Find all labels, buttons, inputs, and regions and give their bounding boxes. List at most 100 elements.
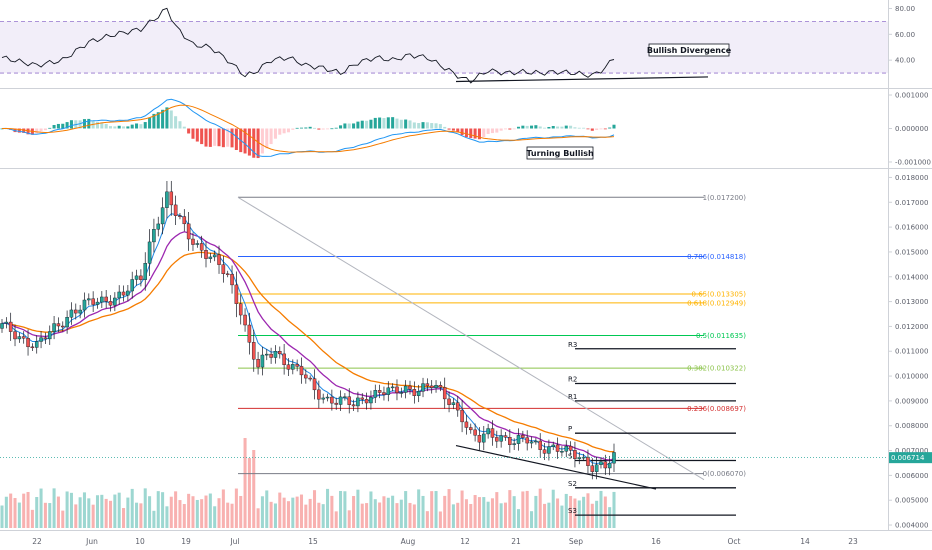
- volume-bar: [282, 497, 286, 528]
- macd-histogram-bar: [564, 125, 568, 129]
- candle-body: [438, 385, 443, 388]
- macd-histogram-bar: [78, 120, 82, 129]
- candle-body: [165, 191, 169, 208]
- candle-body: [330, 396, 334, 404]
- macd-histogram-bar: [490, 128, 494, 134]
- price-tick-label: 0.010000: [895, 373, 928, 381]
- volume-bar: [291, 497, 295, 528]
- candle-body: [117, 291, 121, 299]
- candle-body: [26, 338, 30, 348]
- fib-level-label: 0.5(0.011635): [696, 332, 746, 340]
- candle-body: [473, 429, 477, 436]
- macd-histogram-bar: [378, 117, 382, 129]
- candle-body: [512, 443, 516, 445]
- time-tick-label: Jul: [229, 537, 239, 546]
- candle-body: [408, 385, 412, 390]
- macd-histogram-bar: [200, 128, 204, 145]
- macd-histogram-bar: [122, 126, 126, 129]
- macd-histogram-bar: [217, 128, 221, 147]
- price-pane: 1(0.017200) 0.786(0.014818) 0.65(0.013305)…: [0, 174, 932, 530]
- macd-histogram-bar: [234, 128, 238, 150]
- macd-histogram-bar: [243, 128, 247, 154]
- macd-histogram-bar: [308, 126, 312, 129]
- candle-body: [100, 296, 104, 303]
- macd-histogram-bar: [486, 128, 490, 134]
- fib-level-label: 0(0.006070): [703, 470, 747, 478]
- candle-body: [434, 385, 438, 388]
- candle-body: [369, 397, 373, 404]
- candle-body: [586, 456, 590, 466]
- volume-bar: [508, 490, 512, 528]
- volume-bar: [512, 496, 516, 528]
- volume-bar: [577, 500, 581, 528]
- candle-body: [208, 256, 213, 259]
- macd-histogram-bar: [347, 123, 351, 129]
- macd-histogram-bar: [460, 128, 464, 136]
- volume-bar: [9, 493, 13, 528]
- macd-pane: Turning Bullish 0.001000 0.000000 -0.00100…: [0, 92, 931, 166]
- candle-body: [382, 392, 386, 395]
- candle-body: [560, 451, 564, 453]
- macd-histogram-bar: [543, 127, 547, 129]
- volume-bar: [208, 493, 212, 528]
- macd-histogram-bar: [365, 120, 369, 129]
- volume-bar: [312, 490, 317, 528]
- macd-histogram-bar: [104, 123, 108, 129]
- candle-body: [542, 449, 547, 454]
- candle-body: [17, 336, 22, 340]
- macd-histogram-bar: [586, 128, 590, 130]
- candle-body: [412, 389, 417, 396]
- price-tick-label: 0.006000: [895, 472, 928, 480]
- candle-body: [191, 238, 195, 245]
- falling-channel-line: [455, 444, 657, 490]
- volume-bar: [343, 491, 347, 528]
- rsi-band: [0, 21, 888, 74]
- pivot-levels: R3 R2 R1 P S1 S2 S3: [568, 341, 736, 516]
- candle-body: [260, 354, 265, 368]
- last-price-tag: 0.006714: [889, 452, 932, 464]
- volume-bar: [447, 489, 451, 528]
- macd-histogram-bar: [17, 128, 21, 133]
- price-tick-label: 0.016000: [895, 224, 928, 232]
- macd-histogram-bar: [569, 125, 573, 129]
- candle-body: [87, 298, 91, 301]
- volume-bar: [165, 506, 169, 528]
- candle-body: [482, 433, 486, 443]
- price-tick-label: 0.004000: [895, 522, 928, 530]
- macd-histogram: [0, 107, 616, 159]
- macd-histogram-bar: [382, 117, 386, 129]
- volume-bar: [143, 488, 147, 528]
- last-price-tag-box: [889, 452, 932, 464]
- macd-histogram-bar: [152, 113, 156, 129]
- volume-bar: [195, 499, 199, 528]
- macd-histogram-bar: [360, 120, 364, 129]
- volume-bar: [391, 495, 395, 528]
- volume-bar: [582, 496, 586, 528]
- volume-bar: [91, 504, 95, 528]
- candle-body: [447, 398, 451, 405]
- macd-histogram-bar: [182, 126, 186, 129]
- volume-bar: [256, 508, 260, 528]
- volume-bar: [495, 492, 499, 528]
- candle-body: [421, 383, 425, 392]
- macd-annotation-text: Turning Bullish: [526, 149, 594, 158]
- volume-bar: [74, 504, 78, 528]
- volume-bar: [499, 503, 503, 528]
- volume-bar: [187, 493, 191, 528]
- candle-body: [34, 341, 39, 348]
- candle-body: [178, 215, 182, 217]
- macd-histogram-bar: [438, 124, 442, 129]
- macd-histogram-bar: [148, 117, 152, 129]
- macd-histogram-bar: [590, 128, 594, 131]
- volume-bar: [126, 497, 130, 528]
- macd-histogram-bar: [547, 126, 551, 129]
- candle-body: [547, 446, 551, 454]
- candle-body: [499, 435, 503, 442]
- candle-body: [199, 243, 204, 251]
- volume-bar: [204, 495, 208, 528]
- candle-body: [152, 229, 156, 243]
- candle-body: [308, 377, 312, 380]
- macd-histogram-bar: [312, 127, 317, 129]
- volume-bars: [0, 438, 616, 528]
- candle-body: [594, 464, 599, 472]
